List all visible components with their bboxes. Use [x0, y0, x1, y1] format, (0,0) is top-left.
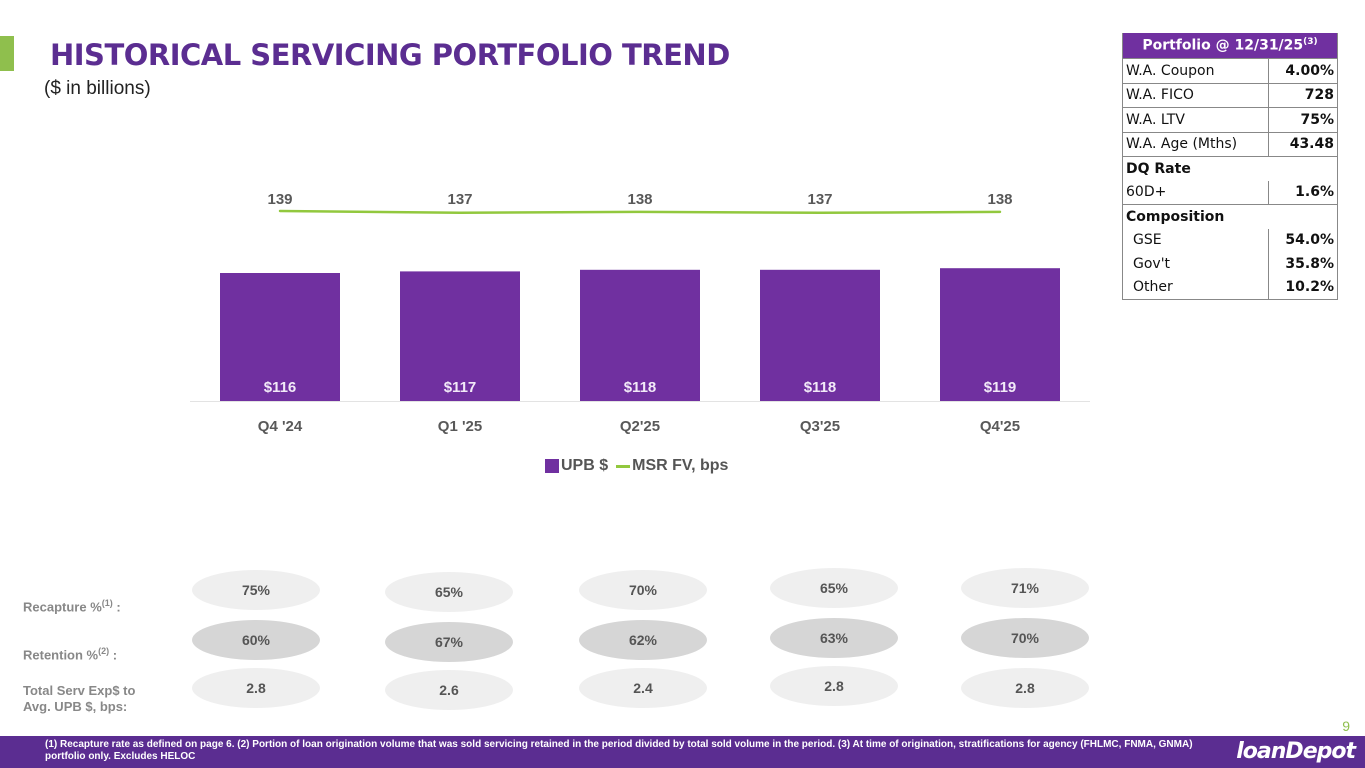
row-value: 35.8% — [1268, 252, 1338, 276]
table-row: W.A. LTV 75% — [1121, 107, 1338, 133]
loandepot-logo: loanDepot — [1236, 739, 1356, 764]
recapture-label: Recapture %(1) : — [23, 595, 121, 615]
row-label: Gov't — [1121, 252, 1270, 276]
serv-exp-label: Total Serv Exp$ to Avg. UPB $, bps: — [23, 683, 135, 715]
x-tick-label: Q4'25 — [980, 418, 1020, 435]
retention-label-text: Retention % — [23, 647, 99, 663]
table-row: W.A. Coupon 4.00% — [1121, 58, 1338, 84]
bar-label: $118 — [624, 379, 657, 396]
logo-mark: D — [1285, 739, 1303, 764]
legend-swatch-bar — [545, 459, 559, 473]
x-tick-label: Q3'25 — [800, 418, 840, 435]
section-label-dq: DQ Rate — [1122, 156, 1338, 181]
table-row: GSE 54.0% — [1121, 228, 1338, 252]
footnote: (1) Recapture rate as defined on page 6.… — [45, 739, 1193, 762]
serv-exp-pill: 2.8 — [192, 668, 320, 708]
table-row: W.A. FICO 728 — [1121, 83, 1338, 108]
bar-upb — [220, 273, 340, 401]
page-title: HISTORICAL SERVICING PORTFOLIO TREND — [50, 38, 730, 72]
retention-label-sup: (2) — [98, 646, 110, 656]
bar-label: $118 — [804, 379, 837, 396]
serv-exp-pill: 2.4 — [579, 668, 707, 708]
recapture-label-sup: (1) — [101, 598, 113, 608]
table-row: 60D+ 1.6% — [1121, 180, 1338, 205]
logo-text-right: epot — [1302, 739, 1356, 764]
row-value: 1.6% — [1268, 180, 1338, 205]
serv-exp-label-line2: Avg. UPB $, bps: — [23, 699, 128, 714]
bar-label: $117 — [444, 379, 477, 396]
serv-exp-pill: 2.8 — [961, 668, 1089, 708]
bar-upb — [400, 271, 520, 401]
chart-svg: $116 Q4 '24 139 $117 Q1 '25 137 $118 Q2'25 138 $1… — [190, 191, 1090, 435]
table-row: W.A. Age (Mths) 43.48 — [1121, 132, 1338, 157]
bar-upb — [580, 269, 700, 401]
retention-pill: 70% — [961, 618, 1089, 658]
retention-pill: 67% — [385, 622, 513, 662]
bar-upb — [940, 268, 1060, 401]
serv-exp-label-line1: Total Serv Exp$ to — [23, 683, 136, 698]
portfolio-table: Portfolio @ 12/31/25(3) W.A. Coupon 4.00… — [1121, 33, 1338, 300]
bar-upb — [760, 269, 880, 401]
retention-label-suffix: : — [109, 647, 118, 663]
servicing-chart: $116 Q4 '24 139 $117 Q1 '25 137 $118 Q2'25 138 $1… — [190, 191, 1090, 435]
row-label: W.A. Age (Mths) — [1121, 132, 1270, 157]
portfolio-table-title: Portfolio @ 12/31/25 — [1142, 37, 1304, 54]
row-label: GSE — [1121, 228, 1270, 252]
recapture-label-suffix: : — [112, 599, 121, 615]
portfolio-table-title-sup: (3) — [1303, 37, 1318, 48]
footer-bar: (1) Recapture rate as defined on page 6.… — [0, 736, 1365, 768]
page-subtitle: ($ in billions) — [44, 78, 151, 99]
row-value: 4.00% — [1268, 58, 1338, 84]
row-value: 43.48 — [1268, 132, 1338, 157]
recapture-pill: 75% — [192, 570, 320, 610]
recapture-pill: 70% — [579, 570, 707, 610]
retention-pill: 62% — [579, 620, 707, 660]
row-value: 728 — [1268, 83, 1338, 108]
portfolio-table-header: Portfolio @ 12/31/25(3) — [1122, 33, 1338, 59]
x-tick-label: Q2'25 — [620, 418, 660, 435]
page-number: 9 — [1342, 718, 1350, 734]
bar-label: $119 — [984, 379, 1017, 396]
legend-swatch-line — [616, 464, 631, 468]
section-label-composition: Composition — [1122, 204, 1338, 229]
recapture-label-text: Recapture % — [23, 599, 102, 615]
table-section-dq: DQ Rate — [1122, 156, 1338, 181]
row-label: Other — [1121, 275, 1270, 300]
table-section-composition: Composition — [1122, 204, 1338, 229]
recapture-pill: 65% — [770, 568, 898, 608]
retention-pill: 63% — [770, 618, 898, 658]
bar-label: $116 — [264, 379, 297, 396]
row-value: 54.0% — [1268, 228, 1338, 252]
line-label: 137 — [807, 191, 832, 208]
line-label: 138 — [987, 191, 1012, 208]
serv-exp-pill: 2.8 — [770, 666, 898, 706]
line-label: 139 — [267, 191, 292, 208]
row-value: 75% — [1268, 107, 1338, 133]
legend-label-msr: MSR FV, bps — [632, 457, 729, 474]
table-row: Other 10.2% — [1121, 275, 1338, 300]
line-label: 137 — [447, 191, 472, 208]
x-tick-label: Q4 '24 — [258, 418, 303, 435]
serv-exp-pill: 2.6 — [385, 670, 513, 710]
row-label: 60D+ — [1121, 180, 1270, 205]
x-tick-label: Q1 '25 — [438, 418, 482, 435]
row-label: W.A. LTV — [1121, 107, 1270, 133]
line-msr — [278, 209, 1002, 215]
retention-label: Retention %(2) : — [23, 643, 117, 663]
line-label: 138 — [627, 191, 652, 208]
legend-item-msr: MSR FV, bps — [616, 457, 728, 475]
accent-bar — [0, 36, 14, 71]
row-label: W.A. Coupon — [1121, 58, 1270, 84]
row-label: W.A. FICO — [1121, 83, 1270, 108]
recapture-pill: 71% — [961, 568, 1089, 608]
retention-pill: 60% — [192, 620, 320, 660]
recapture-pill: 65% — [385, 572, 513, 612]
chart-legend: UPB $ MSR FV, bps — [545, 457, 728, 475]
row-value: 10.2% — [1268, 275, 1338, 300]
logo-text-left: loan — [1236, 739, 1286, 764]
legend-item-upb: UPB $ — [545, 457, 608, 475]
table-row: Gov't 35.8% — [1121, 252, 1338, 276]
legend-label-upb: UPB $ — [561, 457, 609, 474]
